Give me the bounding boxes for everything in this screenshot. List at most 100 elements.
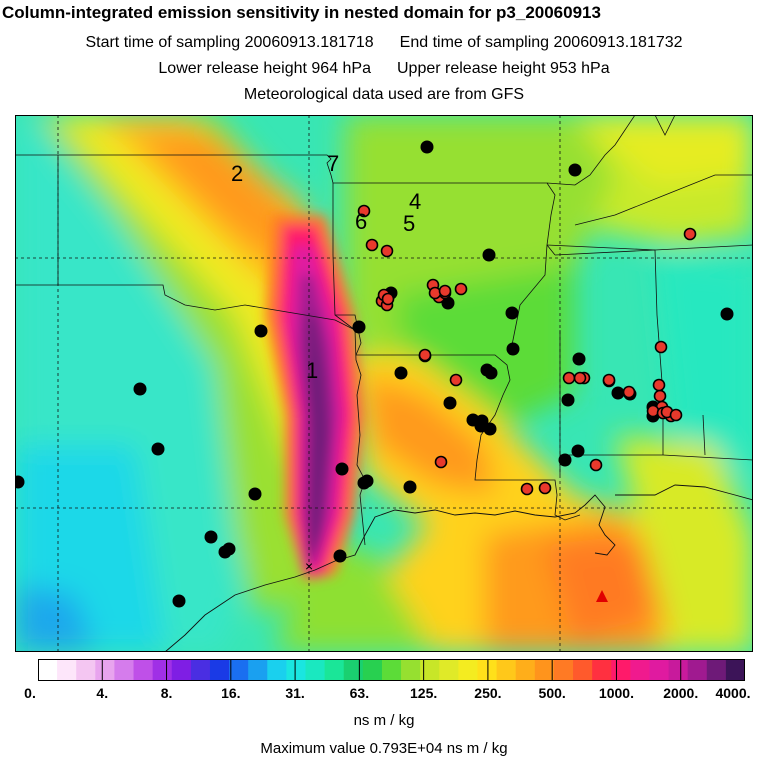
- colorbar-cell: [114, 659, 135, 681]
- colorbar-cell: [706, 659, 727, 681]
- black-site-marker: [172, 594, 186, 608]
- black-site-marker: [218, 545, 232, 559]
- map-label-1: 1: [306, 358, 318, 383]
- sensitivity-map: × 1 2 4 5 6 7: [15, 115, 753, 652]
- black-site-marker: [480, 363, 494, 377]
- black-site-marker: [443, 396, 457, 410]
- colorbar-cell: [286, 659, 307, 681]
- black-site-marker: [561, 393, 575, 407]
- red-site-marker: [573, 371, 587, 385]
- maximum-value-label: Maximum value 0.793E+04 ns m / kg: [260, 740, 508, 757]
- red-site-marker: [381, 292, 395, 306]
- red-site-marker: [438, 284, 452, 298]
- red-site-marker: [520, 482, 534, 496]
- black-site-marker: [420, 140, 434, 154]
- sampling-time-row: Start time of sampling 20060913.181718 En…: [0, 34, 768, 52]
- colorbar-cell: [477, 659, 498, 681]
- numbered-labels: 1 2 4 5 6 7: [231, 151, 421, 383]
- map-label-6: 6: [355, 209, 367, 234]
- colorbar-cell: [496, 659, 517, 681]
- black-site-marker: [151, 442, 165, 456]
- red-site-marker: [622, 385, 636, 399]
- colorbar-cell: [439, 659, 459, 681]
- lower-height-label: Lower release height 964 hPa: [158, 60, 371, 77]
- colorbar-cell: [630, 659, 651, 681]
- red-site-marker: [434, 455, 448, 469]
- map-label-4: 4: [409, 189, 421, 214]
- colorbar-tick-label: 4.: [96, 685, 109, 701]
- black-site-marker: [403, 480, 417, 494]
- plot-title: Column-integrated emission sensitivity i…: [2, 3, 601, 22]
- red-site-marker: [562, 371, 576, 385]
- release-point-triangle: [596, 590, 608, 602]
- colorbar-tick-label: 31.: [285, 685, 305, 701]
- colorbar-tick-label: 16.: [221, 685, 241, 701]
- colorbar-cell: [592, 659, 612, 681]
- black-site-marker: [505, 306, 519, 320]
- colorbar-unit: ns m / kg: [353, 712, 415, 729]
- black-site-marker: [133, 382, 147, 396]
- black-site-marker: [572, 352, 586, 366]
- colorbar-cell: [668, 659, 689, 681]
- colorbar-tick-label: 0.: [24, 685, 36, 701]
- start-time-label: Start time of sampling 20060913.181718: [85, 34, 374, 51]
- colorbar-cell: [420, 659, 440, 681]
- black-site-marker: [482, 248, 496, 262]
- colorbar-cell: [152, 659, 173, 681]
- red-site-marker: [589, 458, 603, 472]
- colorbar-cell: [458, 659, 479, 681]
- red-site-marker: [654, 340, 668, 354]
- black-site-marker: [506, 342, 520, 356]
- black-site-marker: [254, 324, 268, 338]
- colorbar-cell: [76, 659, 96, 681]
- colorbar-tick-label: 63.: [349, 685, 370, 701]
- colorbar-cell: [343, 659, 364, 681]
- colorbar-cell: [95, 659, 116, 681]
- black-site-marker: [352, 320, 366, 334]
- black-site-marker: [204, 530, 218, 544]
- black-site-marker: [720, 307, 734, 321]
- colorbar: [38, 659, 745, 681]
- colorbar-cell: [515, 659, 536, 681]
- coastline: [164, 484, 753, 652]
- end-time-label: End time of sampling 20060913.181732: [399, 34, 683, 51]
- colorbar-cell: [725, 659, 745, 681]
- red-site-marker: [418, 348, 432, 362]
- red-site-markers: [357, 204, 697, 496]
- colorbar-cell: [38, 659, 58, 681]
- black-site-marker: [611, 386, 625, 400]
- red-site-marker: [652, 378, 666, 392]
- colorbar-cell: [649, 659, 670, 681]
- black-site-marker: [568, 163, 582, 177]
- black-site-marker: [360, 474, 374, 488]
- colorbar-tick-label: 250.: [474, 685, 502, 701]
- colorbar-cell: [267, 659, 288, 681]
- colorbar-cell: [381, 659, 402, 681]
- colorbar-cell: [133, 659, 154, 681]
- colorbar-cell: [573, 659, 593, 681]
- black-site-marker: [571, 444, 585, 458]
- red-site-marker: [602, 373, 616, 387]
- black-site-marker: [475, 414, 489, 428]
- red-site-marker: [683, 227, 697, 241]
- red-site-marker: [428, 286, 442, 300]
- map-label-2: 2: [231, 161, 243, 186]
- colorbar-ticks: 0. 4. 8. 16. 31. 63. 125. 250. 500. 1000. 2000. 400…: [0, 685, 768, 703]
- colorbar-cell: [248, 659, 268, 681]
- colorbar-cell: [190, 659, 211, 681]
- red-site-marker: [449, 373, 463, 387]
- black-site-marker: [248, 487, 262, 501]
- red-site-marker: [454, 282, 468, 296]
- black-site-marker: [394, 366, 408, 380]
- map-label-7: 7: [327, 151, 339, 176]
- colorbar-cell: [553, 659, 574, 681]
- plume-tip-marker: ×: [305, 558, 313, 574]
- colorbar-cell: [229, 659, 249, 681]
- colorbar-tick-label: 8.: [160, 685, 173, 701]
- colorbar-cell: [362, 659, 383, 681]
- red-site-marker: [380, 244, 394, 258]
- map-label-5: 5: [403, 211, 415, 236]
- colorbar-cell: [57, 659, 77, 681]
- colorbar-cell: [171, 659, 192, 681]
- colorbar-tick-label: 125.: [410, 685, 438, 701]
